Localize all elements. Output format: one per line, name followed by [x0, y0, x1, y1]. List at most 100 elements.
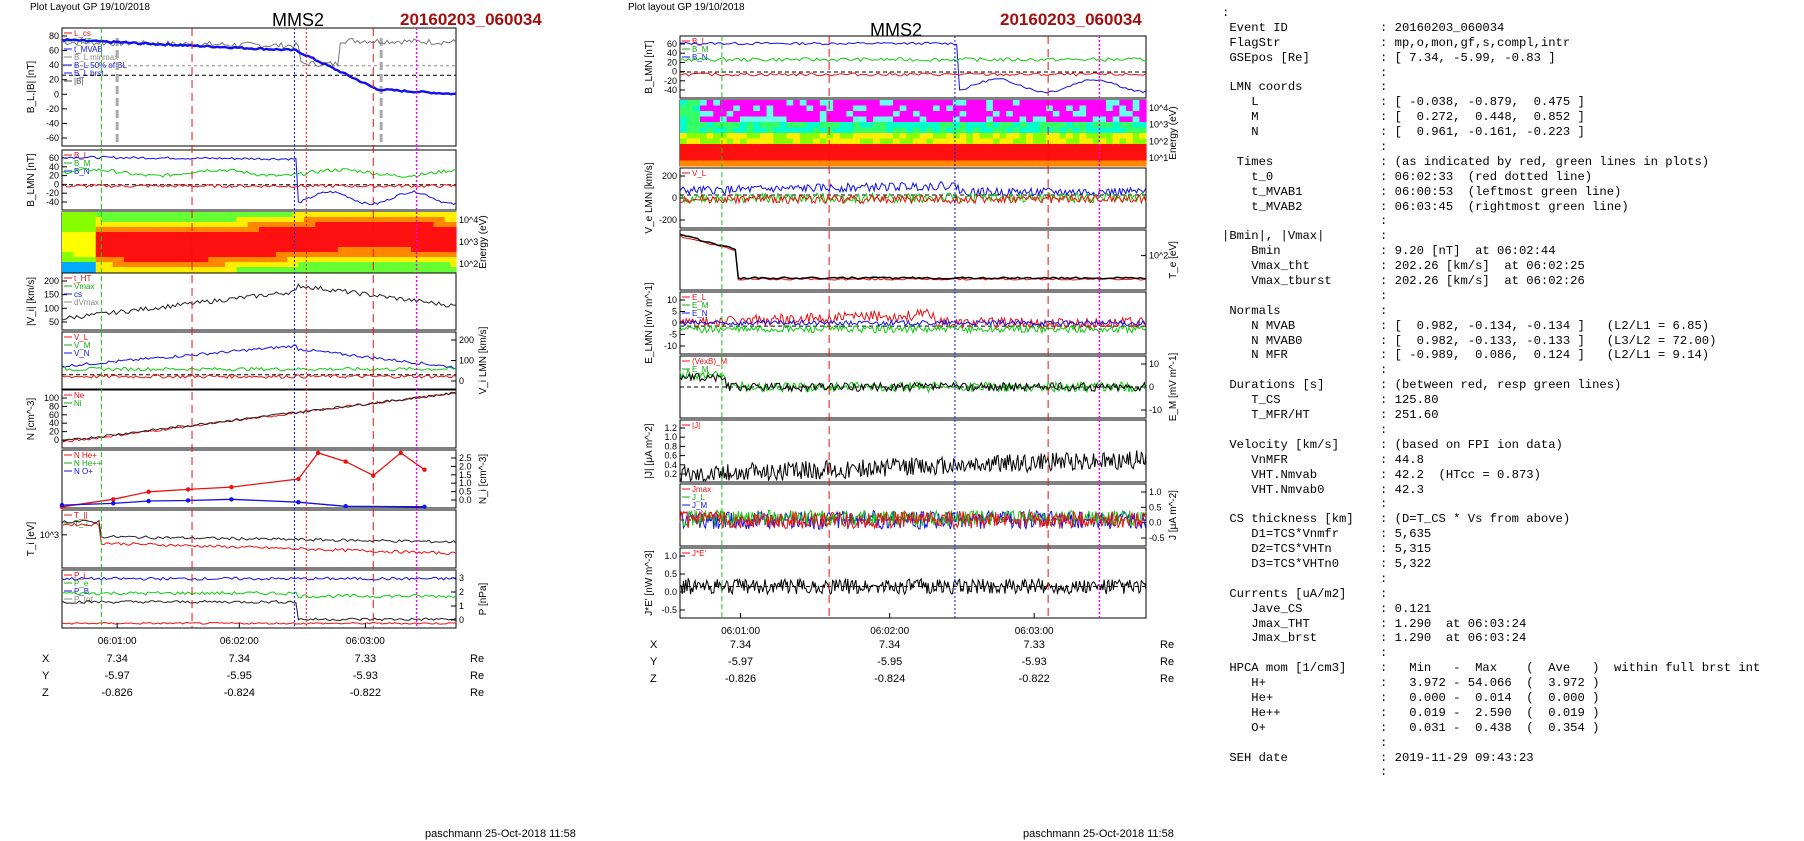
- y-tick-label: -40: [46, 197, 59, 207]
- data-series: [61, 522, 457, 556]
- spectrogram-cell: [416, 247, 423, 253]
- spectrogram-cell: [450, 257, 457, 263]
- spectrogram-cell: [906, 111, 914, 118]
- spectrogram-cell: [779, 155, 788, 162]
- spectrogram-cell: [309, 252, 316, 258]
- spectrogram-cell: [309, 227, 316, 233]
- spectrogram-cell: [382, 267, 390, 273]
- spectrogram-cell: [999, 111, 1007, 118]
- spectrogram-cell: [450, 227, 457, 233]
- spectrogram-cell: [899, 144, 907, 151]
- spectrogram-cell: [67, 252, 74, 258]
- spectrogram-cell: [439, 237, 446, 243]
- spectrogram-cell: [73, 247, 80, 253]
- spectrogram-cell: [739, 111, 748, 118]
- spectrogram-cell: [427, 252, 435, 258]
- spectrogram-cell: [1006, 122, 1014, 129]
- spectrogram-cell: [281, 212, 288, 218]
- spectrogram-cell: [992, 144, 1001, 151]
- spectrogram-cell: [304, 267, 311, 273]
- spectrogram-cell: [926, 133, 934, 140]
- spectrogram-cell: [157, 262, 164, 268]
- spectrogram-cell: [225, 212, 232, 218]
- spectrogram-cell: [101, 242, 108, 248]
- spectrogram-cell: [416, 257, 423, 263]
- spectrogram-cell: [382, 257, 390, 263]
- spectrogram-cell: [713, 127, 721, 134]
- spectrogram-cell: [726, 105, 734, 112]
- spectrogram-cell: [1066, 105, 1074, 112]
- spectrogram-cell: [62, 252, 69, 258]
- spectrogram-cell: [680, 105, 688, 112]
- spectrogram-cell: [95, 247, 102, 253]
- mid-plot-title: MMS2: [870, 20, 923, 40]
- summary-value: :: [1380, 80, 1395, 95]
- spectrogram-cell: [833, 111, 841, 118]
- spectrogram-cell: [1086, 122, 1094, 129]
- spectrogram-cell: [1086, 149, 1094, 156]
- spectrogram-cell: [377, 227, 384, 233]
- summary-label: T_MFR/HT: [1222, 408, 1310, 423]
- spectrogram-cell: [219, 227, 226, 233]
- spectrogram-cell: [839, 155, 848, 162]
- spectrogram-cell: [859, 111, 867, 118]
- spectrogram-cell: [1032, 116, 1041, 123]
- spectrogram-cell: [439, 227, 446, 233]
- spectrogram-cell: [270, 252, 277, 258]
- summary-value: : (as indicated by red, green lines in p…: [1380, 154, 1710, 169]
- spectrogram-cell: [444, 242, 451, 248]
- spectrogram-cell: [746, 138, 754, 145]
- spectrogram-cell: [972, 160, 981, 167]
- spectrogram-cell: [1099, 149, 1107, 156]
- spectrogram-cell: [1106, 138, 1114, 145]
- spectrogram-cell: [819, 133, 828, 140]
- spectrogram-cell: [879, 111, 887, 118]
- spectrogram-cell: [859, 122, 867, 129]
- spectrogram-cell: [354, 252, 361, 258]
- spectrogram-cell: [185, 237, 193, 243]
- spectrogram-cell: [174, 222, 181, 228]
- spectrogram-cell: [292, 262, 299, 268]
- y-tick-label: 0.6: [664, 451, 677, 461]
- spectrogram-cell: [450, 242, 457, 248]
- spectrogram-cell: [893, 149, 901, 156]
- spectrogram-cell: [1132, 105, 1140, 112]
- x-tick-label: 06:01:00: [721, 626, 760, 637]
- spectrogram-cell: [733, 133, 741, 140]
- spectrogram-cell: [899, 133, 907, 140]
- spectrogram-cell: [719, 160, 728, 167]
- spectrogram-cell: [439, 212, 446, 218]
- spectrogram-cell: [337, 237, 345, 243]
- summary-label: Bmin: [1222, 244, 1281, 259]
- spectrogram-cell: [146, 227, 153, 233]
- spectrogram-cell: [123, 227, 131, 233]
- spectrogram-cell: [1139, 155, 1147, 162]
- spectrogram-cell: [866, 138, 874, 145]
- coord-value: -5.97: [728, 656, 753, 668]
- spectrogram-cell: [686, 138, 694, 145]
- spectrogram-cell: [833, 105, 841, 112]
- spectrogram-cell: [1046, 100, 1054, 107]
- spectrogram-cell: [394, 252, 401, 258]
- spectrogram-cell: [1099, 155, 1107, 162]
- spectrogram-cell: [129, 222, 136, 228]
- spectrogram-cell: [236, 217, 243, 223]
- spectrogram-cell: [185, 262, 193, 268]
- spectrogram-cell: [90, 242, 97, 248]
- spectrogram-cell: [197, 217, 204, 223]
- spectrogram-cell: [693, 149, 701, 156]
- summary-label: Normals: [1222, 303, 1281, 318]
- spectrogram-cell: [959, 105, 967, 112]
- spectrogram-cell: [163, 237, 170, 243]
- data-series: [679, 323, 1147, 335]
- spectrogram-cell: [101, 267, 108, 273]
- spectrogram-cell: [180, 242, 187, 248]
- spectrogram-cell: [1132, 127, 1140, 134]
- spectrogram-cell: [78, 227, 86, 233]
- spectrogram-cell: [377, 262, 384, 268]
- spectrogram-cell: [1052, 149, 1061, 156]
- spectrogram-cell: [427, 222, 435, 228]
- y-tick-label: 10^3: [1149, 120, 1168, 130]
